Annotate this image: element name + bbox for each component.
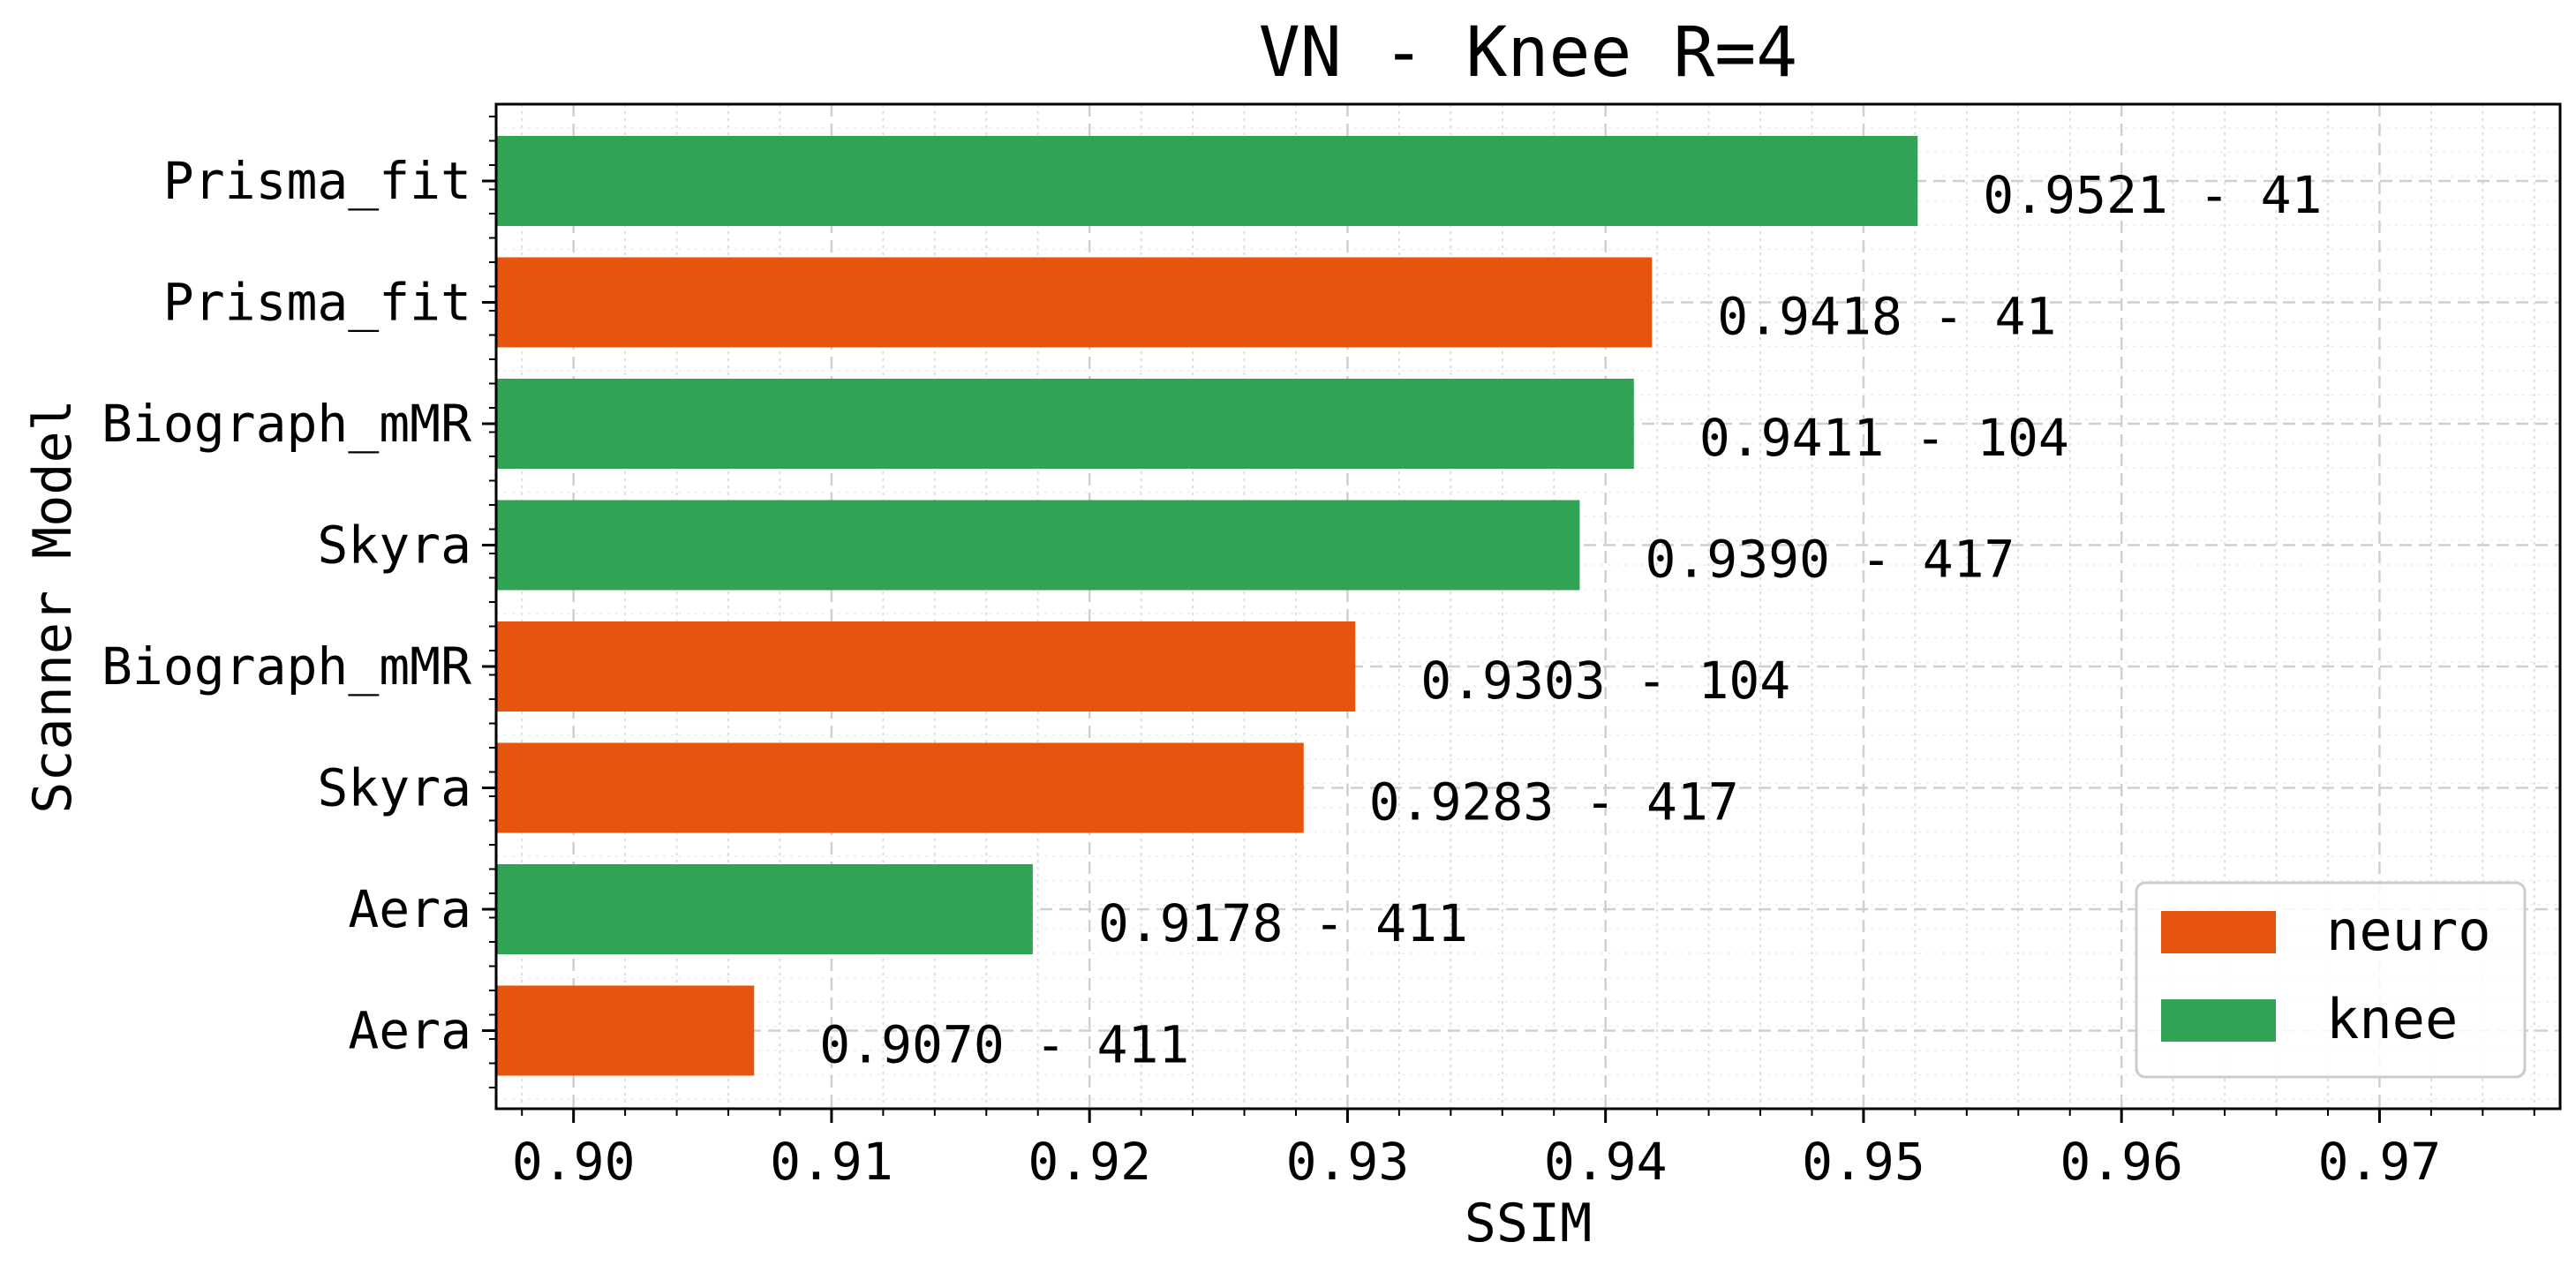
- legend-swatch-knee: [2161, 999, 2276, 1042]
- x-tick-label: 0.91: [770, 1132, 893, 1192]
- y-tick-label: Skyra: [317, 758, 471, 818]
- bar-value-label: 0.9390 - 417: [1645, 530, 2015, 590]
- y-tick-label: Prisma_fit: [163, 273, 471, 333]
- y-axis-label: Scanner Model: [22, 399, 84, 814]
- bars: [496, 136, 1918, 1076]
- bar-knee-skyra: [496, 500, 1580, 591]
- y-axis: Prisma_fit Prisma_fit Biograph_mMR Skyra Bio…: [102, 116, 496, 1088]
- bar-neuro-aera: [496, 985, 755, 1076]
- legend: neuro knee: [2135, 881, 2527, 1079]
- x-tick-label: 0.97: [2318, 1132, 2442, 1192]
- plot-frame: [494, 102, 2562, 1111]
- y-tick-label: Skyra: [317, 516, 471, 576]
- x-axis-label: SSIM: [1465, 1193, 1593, 1254]
- x-tick-label: 0.90: [512, 1132, 636, 1192]
- x-axis: 0.90 0.91 0.92 0.93 0.94 0.95 0.96 0.97: [512, 1109, 2535, 1192]
- legend-label-knee: knee: [2326, 987, 2458, 1051]
- legend-label-neuro: neuro: [2326, 899, 2491, 963]
- bar-neuro-skyra: [496, 742, 1304, 833]
- legend-swatch-neuro: [2161, 911, 2276, 953]
- bar-knee-prisma-fit: [496, 136, 1918, 226]
- x-tick-label: 0.94: [1544, 1132, 1668, 1192]
- bar-value-label: 0.9303 - 104: [1420, 651, 1790, 711]
- bar-neuro-prisma-fit: [496, 257, 1653, 348]
- bar-value-label: 0.9070 - 411: [819, 1015, 1189, 1075]
- y-tick-label: Aera: [348, 1001, 471, 1061]
- y-tick-label: Prisma_fit: [163, 151, 471, 211]
- x-tick-label: 0.93: [1286, 1132, 1410, 1192]
- bar-value-label: 0.9411 - 104: [1699, 408, 2069, 468]
- bar-neuro-biograph-mmr: [496, 621, 1356, 712]
- x-tick-label: 0.92: [1028, 1132, 1151, 1192]
- y-tick-label: Biograph_mMR: [102, 394, 471, 454]
- x-tick-label: 0.95: [1802, 1132, 1925, 1192]
- x-tick-label: 0.96: [2060, 1132, 2183, 1192]
- y-tick-label: Aera: [348, 879, 471, 939]
- bar-value-label: 0.9283 - 417: [1369, 772, 1739, 832]
- bar-value-label: 0.9178 - 411: [1098, 893, 1468, 953]
- bar-knee-biograph-mmr: [496, 379, 1634, 469]
- chart-title: VN - Knee R=4: [1259, 13, 1797, 93]
- y-tick-label: Biograph_mMR: [102, 636, 471, 696]
- bar-value-label: 0.9521 - 41: [1983, 165, 2322, 225]
- bar-knee-aera: [496, 864, 1033, 954]
- bar-value-label: 0.9418 - 41: [1717, 287, 2056, 347]
- bar-annotations: 0.9521 - 41 0.9418 - 41 0.9411 - 104 0.9390…: [819, 165, 2322, 1075]
